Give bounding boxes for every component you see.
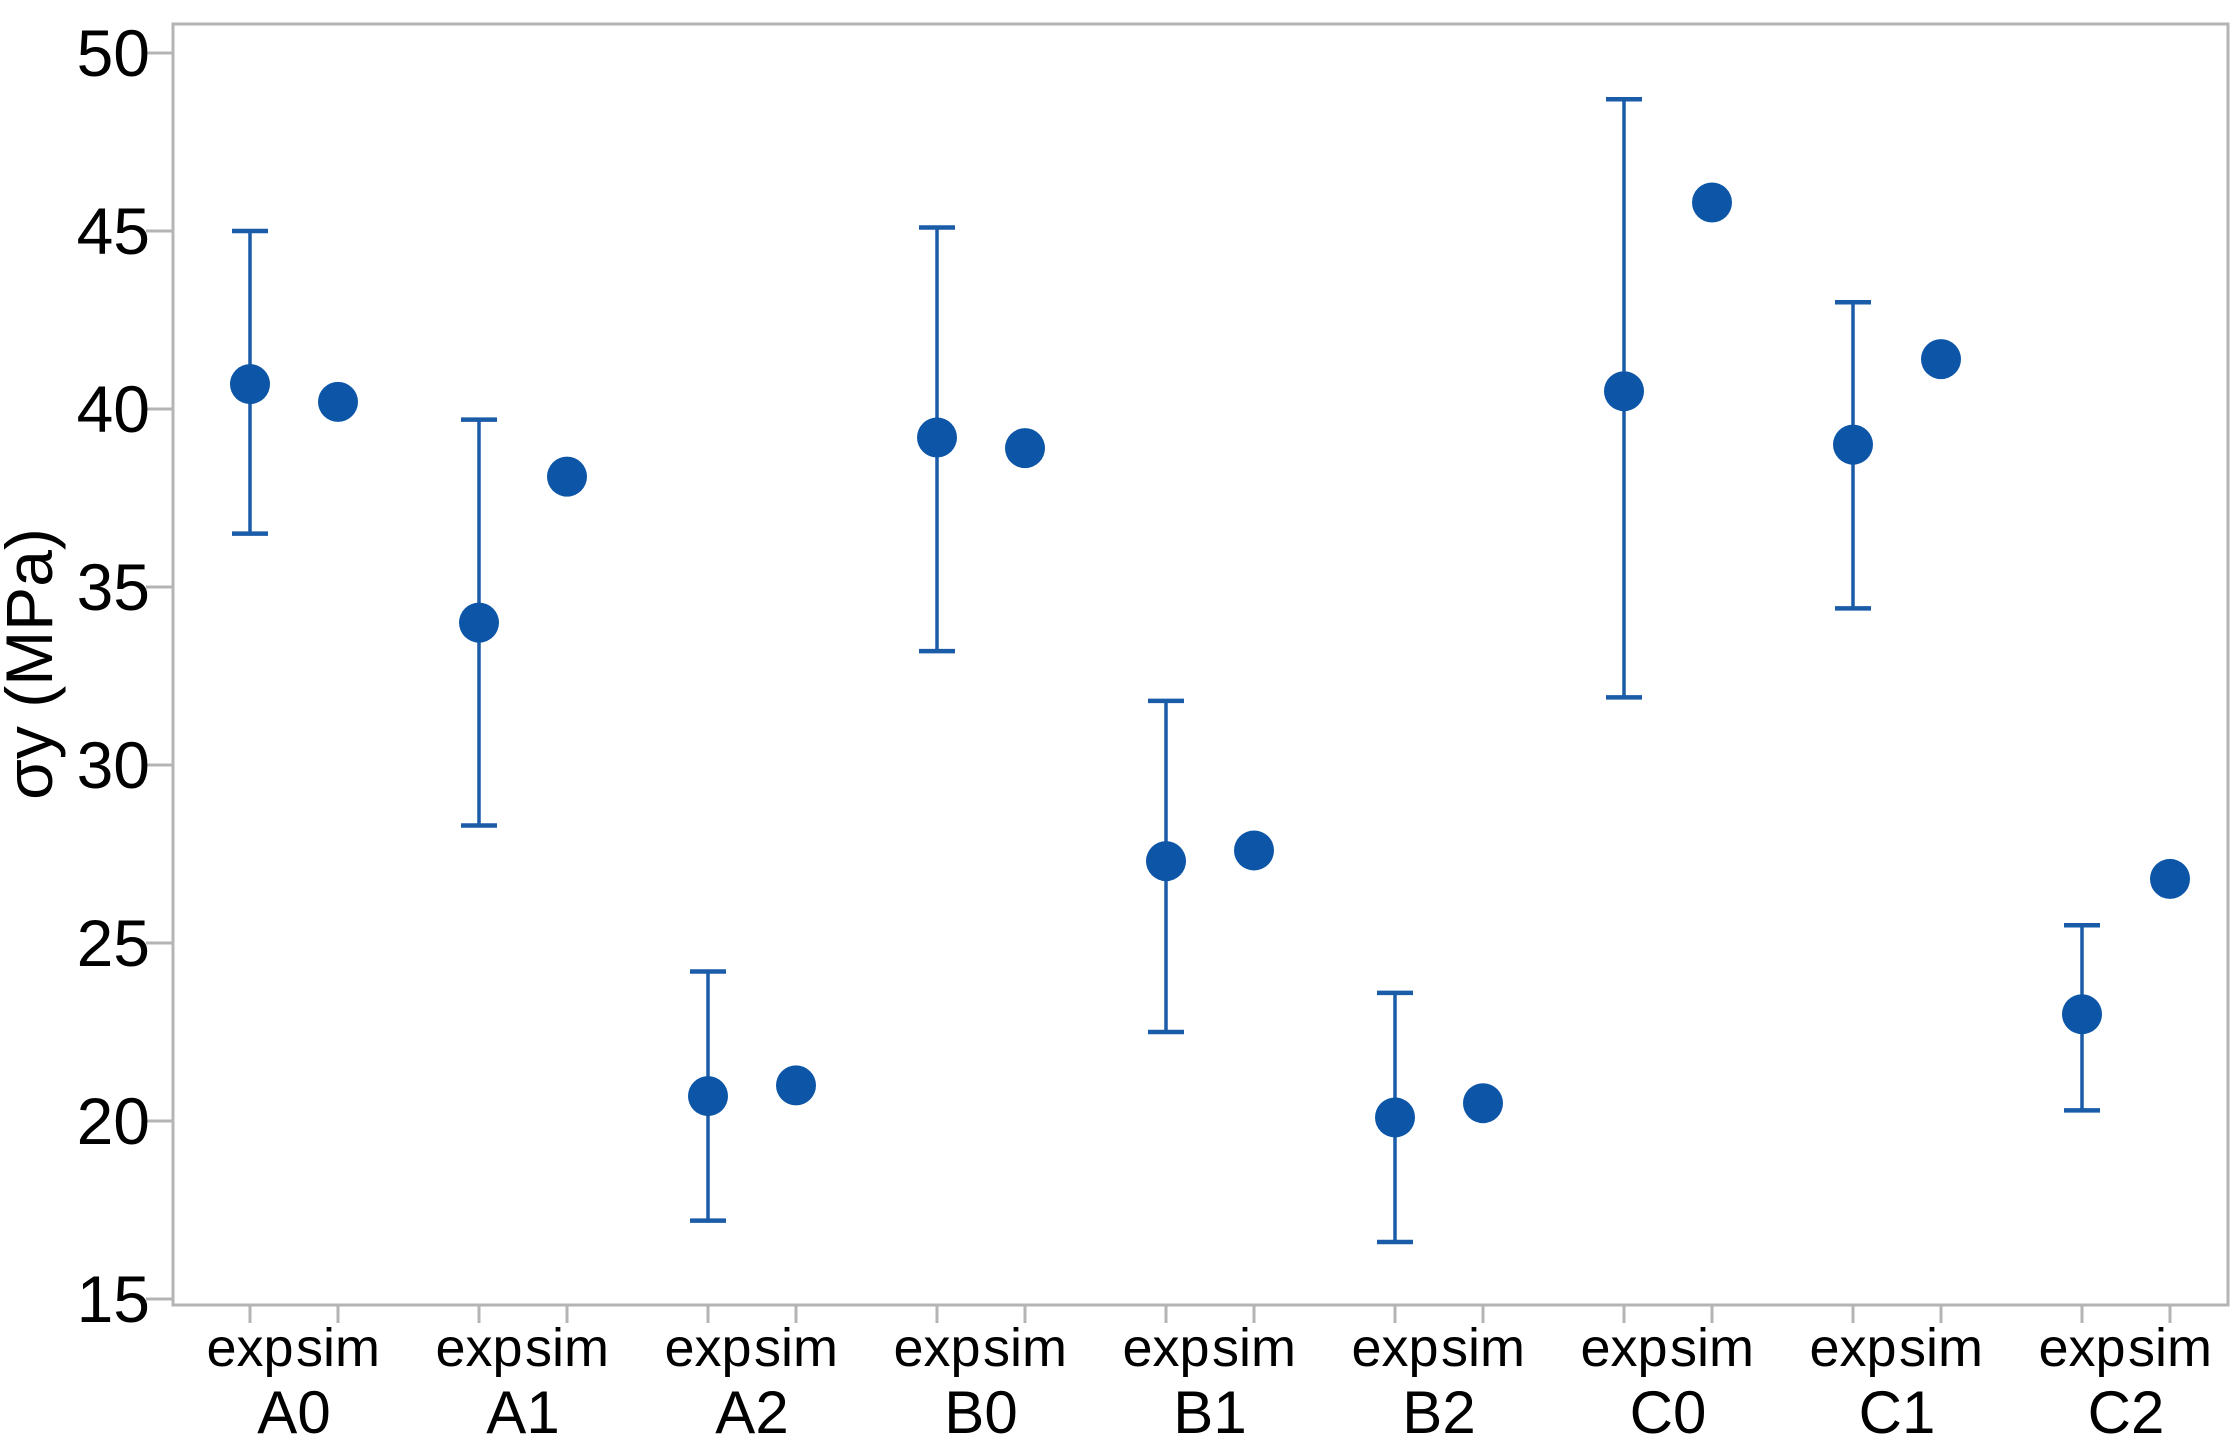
x-sublabel-exp-A1: exp — [435, 1318, 522, 1378]
exp-marker-A0 — [230, 364, 270, 405]
x-sublabel-sim-A2: sim — [754, 1318, 838, 1378]
sim-marker-C1 — [1921, 339, 1961, 380]
x-sublabel-sim-B2: sim — [1441, 1318, 1525, 1378]
x-group-label-C1: C1 — [1859, 1379, 1936, 1446]
x-group-label-B0: B0 — [944, 1379, 1017, 1446]
exp-marker-C1 — [1833, 424, 1873, 465]
x-group-label-A1: A1 — [486, 1379, 559, 1446]
y-tick-label: 40 — [77, 372, 150, 446]
x-sublabel-sim-C0: sim — [1670, 1318, 1754, 1378]
x-group-label-C2: C2 — [2088, 1379, 2165, 1446]
sim-marker-A1 — [547, 456, 587, 497]
x-group-label-B2: B2 — [1402, 1379, 1475, 1446]
exp-marker-B0 — [917, 417, 957, 458]
exp-marker-C0 — [1604, 371, 1644, 412]
sim-marker-B1 — [1234, 830, 1274, 871]
x-group-label-C0: C0 — [1630, 1379, 1707, 1446]
x-sublabel-exp-B0: exp — [893, 1318, 980, 1378]
x-sublabel-sim-A1: sim — [525, 1318, 609, 1378]
y-tick-label: 25 — [77, 906, 150, 980]
exp-marker-A2 — [688, 1076, 728, 1117]
sim-marker-B0 — [1005, 428, 1045, 469]
x-group-label-B1: B1 — [1173, 1379, 1246, 1446]
x-sublabel-exp-A2: exp — [664, 1318, 751, 1378]
x-sublabel-sim-A0: sim — [296, 1318, 380, 1378]
x-group-label-A2: A2 — [715, 1379, 788, 1446]
y-tick-label: 30 — [77, 728, 150, 802]
x-sublabel-exp-C0: exp — [1580, 1318, 1667, 1378]
sim-marker-C0 — [1692, 182, 1732, 223]
y-tick-label: 45 — [77, 194, 150, 268]
y-tick-label: 35 — [77, 550, 150, 624]
exp-marker-A1 — [459, 602, 499, 643]
x-sublabel-exp-C1: exp — [1809, 1318, 1896, 1378]
x-sublabel-exp-C2: exp — [2038, 1318, 2125, 1378]
x-sublabel-sim-B1: sim — [1212, 1318, 1296, 1378]
x-sublabel-sim-B0: sim — [983, 1318, 1067, 1378]
x-sublabel-exp-A0: exp — [206, 1318, 293, 1378]
x-group-label-A0: A0 — [257, 1379, 330, 1446]
sim-marker-C2 — [2150, 858, 2190, 899]
sim-marker-B2 — [1463, 1083, 1503, 1124]
exp-marker-C2 — [2062, 994, 2102, 1035]
exp-marker-B2 — [1375, 1097, 1415, 1138]
y-tick-label: 50 — [77, 16, 150, 90]
x-sublabel-sim-C1: sim — [1899, 1318, 1983, 1378]
x-sublabel-sim-C2: sim — [2128, 1318, 2212, 1378]
sim-marker-A2 — [776, 1065, 816, 1106]
x-sublabel-exp-B1: exp — [1122, 1318, 1209, 1378]
exp-marker-B1 — [1146, 841, 1186, 882]
plot-frame — [171, 22, 2230, 1307]
y-tick-label: 20 — [77, 1084, 150, 1158]
y-tick-label: 15 — [77, 1262, 150, 1336]
x-sublabel-exp-B2: exp — [1351, 1318, 1438, 1378]
y-axis-title: σy (MPa) — [0, 528, 66, 800]
sim-marker-A0 — [318, 381, 358, 422]
